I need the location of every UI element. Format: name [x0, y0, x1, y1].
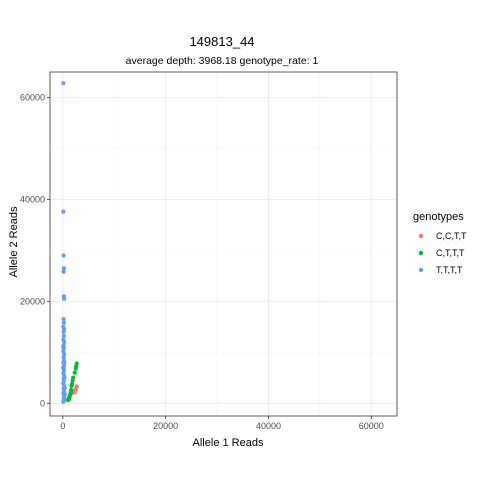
y-axis-title: Allele 2 Reads	[8, 206, 20, 277]
legend-label: T,T,T,T	[436, 265, 463, 275]
legend-marker	[418, 267, 424, 273]
y-tick-label: 40000	[20, 194, 45, 204]
x-axis-ticks: 0 20000 40000 60000	[60, 416, 384, 431]
chart-title: 149813_44	[189, 34, 254, 49]
x-tick-label: 40000	[256, 421, 281, 431]
data-point	[62, 397, 67, 402]
data-point	[61, 345, 66, 350]
legend-marker	[418, 250, 424, 256]
y-tick-label: 0	[40, 398, 45, 408]
data-point	[70, 381, 75, 386]
data-point	[66, 396, 71, 401]
x-axis-title: Allele 1 Reads	[193, 437, 264, 449]
data-point	[68, 387, 74, 393]
data-point	[62, 375, 67, 380]
data-point	[62, 391, 68, 397]
y-tick-label: 20000	[20, 296, 45, 306]
data-point	[61, 317, 66, 322]
grid	[50, 72, 397, 416]
legend-marker	[418, 233, 424, 239]
data-point	[61, 329, 66, 335]
data-point	[62, 385, 67, 391]
data-point	[61, 253, 66, 258]
data-point	[62, 296, 67, 301]
data-point	[61, 333, 66, 339]
y-axis-ticks: 0 20000 40000 60000	[20, 92, 50, 408]
legend-label: C,T,T,T	[436, 248, 465, 258]
data-point	[62, 360, 67, 365]
x-tick-label: 60000	[359, 421, 384, 431]
data-point	[61, 266, 66, 271]
data-point	[61, 320, 66, 325]
x-tick-label: 0	[60, 421, 65, 431]
data-point	[61, 209, 66, 214]
data-points	[61, 81, 79, 404]
chart-subtitle: average depth: 3968.18 genotype_rate: 1	[126, 55, 319, 67]
data-point	[74, 361, 79, 366]
legend: genotypes C,C,T,T C,T,T,T T,T,T,T	[413, 211, 467, 275]
x-tick-label: 20000	[153, 421, 178, 431]
data-point	[61, 81, 66, 86]
legend-items: C,C,T,T C,T,T,T T,T,T,T	[418, 231, 467, 275]
panel-border	[49, 71, 398, 417]
data-point	[71, 375, 76, 380]
data-point	[61, 355, 66, 360]
data-point	[61, 269, 66, 274]
data-point	[74, 384, 79, 389]
y-tick-label: 60000	[20, 92, 45, 102]
data-point	[61, 365, 66, 370]
plot-panel	[49, 71, 398, 417]
legend-title: genotypes	[413, 211, 464, 223]
data-point	[72, 370, 77, 375]
legend-label: C,C,T,T	[436, 231, 467, 241]
